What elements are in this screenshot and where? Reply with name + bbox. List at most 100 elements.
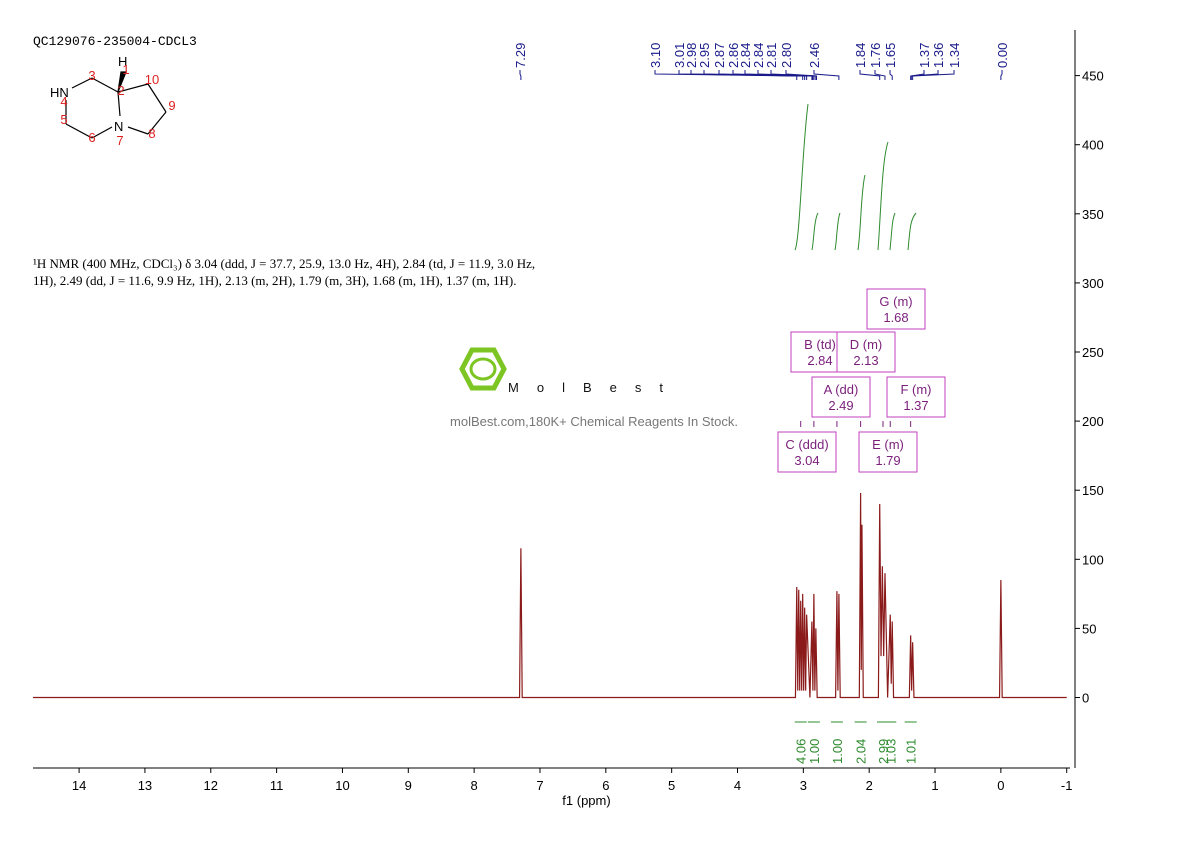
bond: [91, 126, 113, 139]
x-tick-label: 3: [800, 778, 807, 793]
integral-label: 1.01: [904, 739, 919, 764]
y-tick-label: 450: [1082, 69, 1104, 84]
multiplet-name: D (m): [850, 337, 883, 352]
peak-label: 2.87: [712, 43, 727, 68]
y-tick-label: 400: [1082, 138, 1104, 153]
peak-connector: [770, 70, 817, 80]
atom-number: 9: [168, 98, 175, 113]
peak-label: 1.37: [917, 43, 932, 68]
y-tick-label: 50: [1082, 621, 1096, 636]
bond: [117, 91, 121, 117]
integral-label: 1.00: [807, 739, 822, 764]
peak-connector: [912, 70, 955, 80]
atom-number: 7: [116, 133, 123, 148]
y-tick-label: 0: [1082, 691, 1089, 706]
peak-label: 0.00: [995, 43, 1010, 68]
peak-connector: [1000, 70, 1003, 80]
peak-label: 7.29: [513, 43, 528, 68]
multiplet-shift: 3.04: [794, 453, 819, 468]
x-axis-label: f1 (ppm): [562, 793, 610, 808]
peak-connector: [785, 70, 818, 80]
peak-connector: [874, 70, 886, 80]
y-tick-label: 350: [1082, 207, 1104, 222]
peak-label: 2.84: [738, 43, 753, 68]
y-tick-label: 250: [1082, 345, 1104, 360]
x-tick-label: 14: [72, 778, 86, 793]
multiplet-name: E (m): [872, 437, 904, 452]
peak-label: 1.76: [868, 43, 883, 68]
peak-label: 1.65: [883, 43, 898, 68]
x-tick-label: 5: [668, 778, 675, 793]
bond: [147, 83, 167, 113]
multiplet-name: A (dd): [824, 382, 859, 397]
peak-label: 2.46: [807, 43, 822, 68]
logo: [459, 347, 507, 391]
multiplet-shift: 2.13: [853, 353, 878, 368]
peak-connector: [813, 70, 840, 80]
x-tick-label: 8: [471, 778, 478, 793]
peak-connector: [889, 70, 893, 80]
annotation: ¹H NMR (400 MHz, CDCl₃) δ 3.04 (ddd, J =…: [33, 256, 535, 271]
x-tick-label: -1: [1061, 778, 1073, 793]
chart-title: QC129076-235004-CDCL3: [33, 34, 197, 49]
integral-curve: [857, 174, 866, 251]
integral-label: 2.99: [876, 739, 891, 764]
integral-label: 2.04: [854, 739, 869, 764]
multiplet-box: [866, 288, 926, 330]
bond: [117, 83, 149, 93]
bond: [127, 126, 149, 135]
multiplet-shift: 2.49: [828, 398, 853, 413]
integral-curve: [811, 212, 819, 251]
peak-label: 1.84: [853, 43, 868, 68]
atom-number: 1: [122, 62, 129, 77]
x-tick-label: 12: [204, 778, 218, 793]
peak-connector: [519, 70, 522, 80]
atom-number: 3: [88, 68, 95, 83]
peak-label: 1.36: [931, 43, 946, 68]
x-tick-label: 9: [405, 778, 412, 793]
atom-number: 8: [148, 126, 155, 141]
multiplet-box: [858, 431, 918, 473]
multiplet-shift: 2.84: [807, 353, 832, 368]
atom-number: 6: [88, 130, 95, 145]
multiplet-name: B (td): [804, 337, 836, 352]
bond: [65, 123, 93, 139]
structure: [65, 71, 167, 139]
atom-number: 4: [60, 94, 67, 109]
watermark-tagline: molBest.com,180K+ Chemical Reagents In S…: [450, 414, 738, 429]
bond: [71, 77, 93, 89]
integral-curve: [877, 141, 889, 251]
watermark: MolBest molBest.com,180K+ Chemical Reage…: [450, 347, 738, 429]
atom-label: HN: [50, 85, 69, 100]
integral-label: 4.06: [794, 739, 809, 764]
x-tick-label: 13: [138, 778, 152, 793]
integral-curve: [834, 212, 841, 251]
multiplet-box: [886, 376, 946, 418]
integral-curves: [794, 103, 917, 251]
spectrum: [33, 492, 1067, 699]
peak-connector: [859, 70, 881, 80]
peak-label: 3.01: [672, 43, 687, 68]
x-tick-label: 7: [536, 778, 543, 793]
atom-label: N: [114, 119, 123, 134]
peak-label: 3.10: [648, 43, 663, 68]
x-tick-label: 6: [602, 778, 609, 793]
x-tick-label: 2: [866, 778, 873, 793]
x-tick-label: 4: [734, 778, 741, 793]
peak-label: 2.86: [726, 43, 741, 68]
peak-label: 1.34: [947, 43, 962, 68]
logo: [469, 357, 497, 381]
multiplet-box: [811, 376, 871, 418]
integral-curve: [907, 212, 917, 251]
multiplet-box: [836, 331, 896, 373]
bond: [91, 77, 119, 93]
y-tick-label: 100: [1082, 552, 1104, 567]
wedge: [117, 71, 127, 93]
y-tick-label: 300: [1082, 276, 1104, 291]
integral-curve: [889, 212, 896, 251]
x-tick-label: 1: [931, 778, 938, 793]
multiplet-shift: 1.37: [903, 398, 928, 413]
x-tick-label: 0: [997, 778, 1004, 793]
